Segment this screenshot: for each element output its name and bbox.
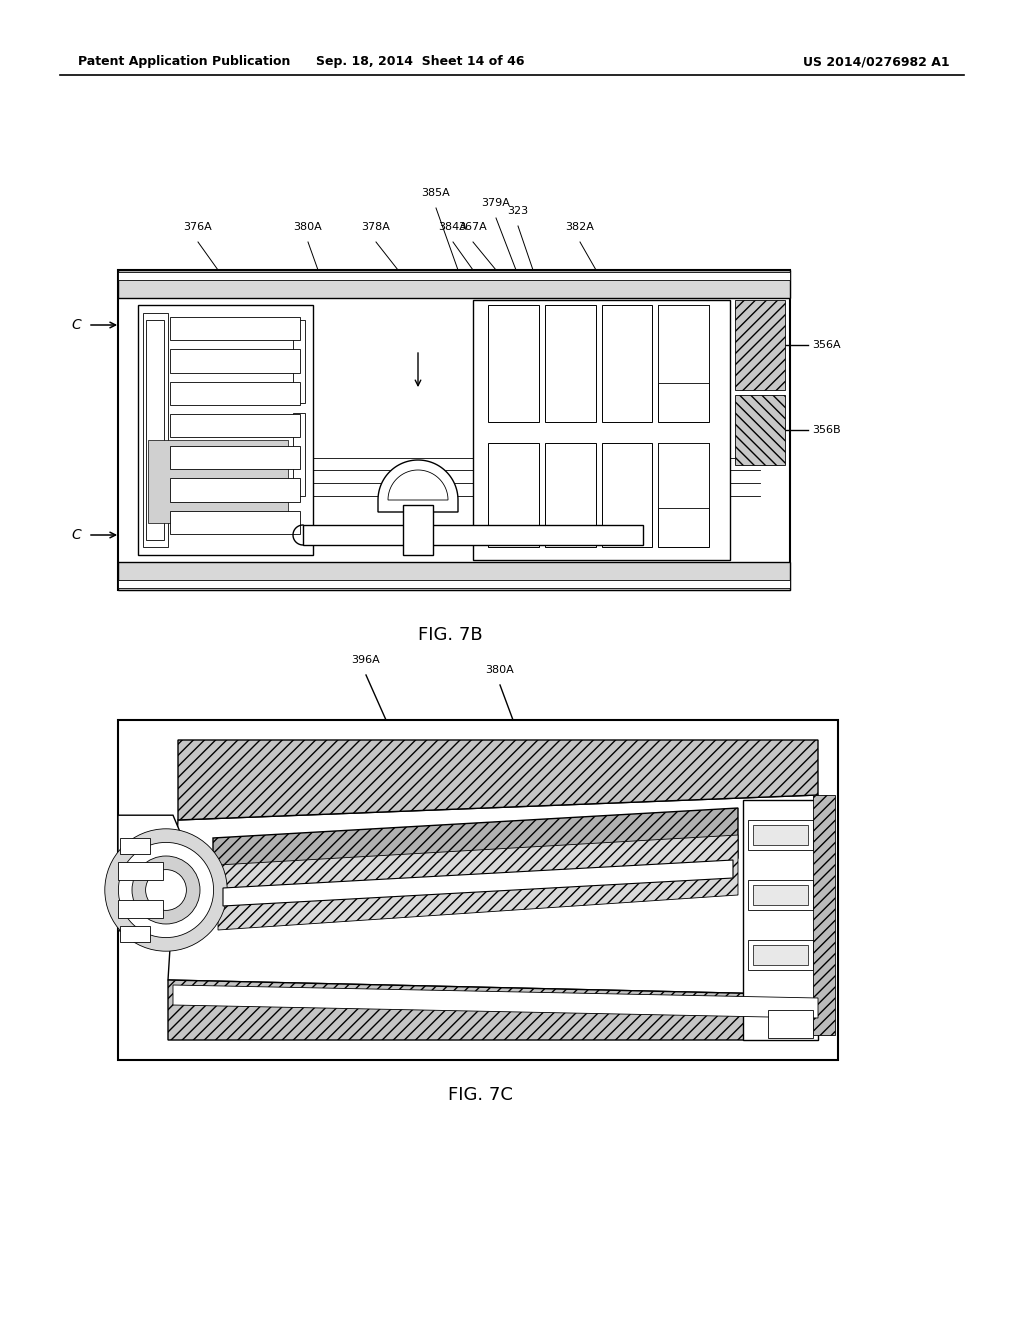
Bar — [170, 446, 300, 470]
Bar — [748, 880, 813, 909]
Text: Sep. 18, 2014  Sheet 14 of 46: Sep. 18, 2014 Sheet 14 of 46 — [315, 55, 524, 69]
Bar — [170, 381, 300, 405]
Bar — [120, 927, 150, 942]
Text: FIG. 7C: FIG. 7C — [447, 1086, 512, 1104]
Text: 385A: 385A — [422, 187, 451, 198]
Text: C: C — [71, 528, 81, 543]
Bar — [748, 940, 813, 970]
Bar — [753, 884, 808, 906]
Text: 380A: 380A — [485, 665, 514, 675]
Bar — [293, 413, 305, 496]
Bar — [170, 414, 300, 437]
Bar — [118, 271, 790, 298]
Polygon shape — [178, 741, 818, 820]
Bar — [120, 838, 150, 854]
Text: US 2014/0276982 A1: US 2014/0276982 A1 — [804, 55, 950, 69]
Circle shape — [132, 855, 200, 924]
Bar — [170, 350, 300, 372]
Bar — [293, 319, 305, 403]
Polygon shape — [223, 861, 733, 906]
Text: 356B: 356B — [812, 425, 841, 434]
Circle shape — [104, 829, 227, 952]
Bar — [753, 945, 808, 965]
Bar — [658, 444, 709, 546]
Bar — [473, 300, 730, 560]
Bar — [748, 820, 813, 850]
Text: 323: 323 — [508, 206, 528, 216]
Text: 378A: 378A — [361, 222, 390, 232]
Bar — [488, 444, 539, 546]
Bar — [601, 444, 652, 546]
Polygon shape — [218, 836, 738, 931]
Bar — [743, 800, 818, 1040]
Text: 379A: 379A — [481, 198, 510, 209]
Bar — [403, 506, 433, 554]
Bar — [303, 525, 643, 545]
Polygon shape — [168, 979, 818, 1040]
Text: 367A: 367A — [459, 222, 487, 232]
Text: 382A: 382A — [594, 777, 623, 788]
Bar — [545, 305, 596, 422]
Text: 396A: 396A — [351, 655, 380, 665]
Bar — [735, 395, 785, 465]
Bar — [658, 305, 709, 422]
Bar — [545, 444, 596, 546]
Bar — [601, 305, 652, 422]
Bar — [753, 825, 808, 845]
Polygon shape — [378, 459, 458, 512]
Text: 376A: 376A — [183, 222, 212, 232]
Bar — [118, 862, 163, 880]
Text: 323: 323 — [503, 762, 523, 772]
Polygon shape — [388, 470, 449, 500]
Circle shape — [145, 870, 186, 911]
Bar — [768, 1010, 813, 1038]
Bar — [146, 319, 164, 540]
Polygon shape — [118, 816, 183, 931]
Bar — [170, 478, 300, 502]
Text: C: C — [71, 318, 81, 333]
Bar — [118, 900, 163, 917]
Text: 384A: 384A — [438, 222, 467, 232]
Text: FIG. 7B: FIG. 7B — [418, 626, 482, 644]
Text: 383A: 383A — [579, 762, 607, 772]
Polygon shape — [173, 985, 818, 1018]
Bar — [143, 313, 168, 546]
Bar — [138, 305, 313, 554]
Bar — [118, 272, 790, 280]
Bar — [658, 305, 710, 383]
Text: 394A: 394A — [334, 1018, 362, 1028]
Bar — [118, 562, 790, 590]
Text: Patent Application Publication: Patent Application Publication — [78, 55, 291, 69]
Polygon shape — [168, 795, 818, 995]
Text: 376A: 376A — [398, 762, 427, 772]
Bar — [735, 300, 785, 389]
Bar — [118, 271, 790, 590]
Text: 378A: 378A — [523, 777, 552, 788]
Bar — [118, 719, 838, 1060]
Bar — [118, 719, 838, 1060]
Text: 382A: 382A — [565, 222, 595, 232]
Bar — [170, 511, 300, 535]
Bar — [170, 317, 300, 341]
Bar — [813, 795, 835, 1035]
Polygon shape — [213, 808, 738, 898]
Circle shape — [119, 842, 214, 937]
Text: 356A: 356A — [812, 339, 841, 350]
Bar — [488, 305, 539, 422]
Text: 380A: 380A — [294, 222, 323, 232]
Bar — [118, 579, 790, 587]
Bar — [148, 440, 288, 523]
Bar — [658, 444, 710, 508]
